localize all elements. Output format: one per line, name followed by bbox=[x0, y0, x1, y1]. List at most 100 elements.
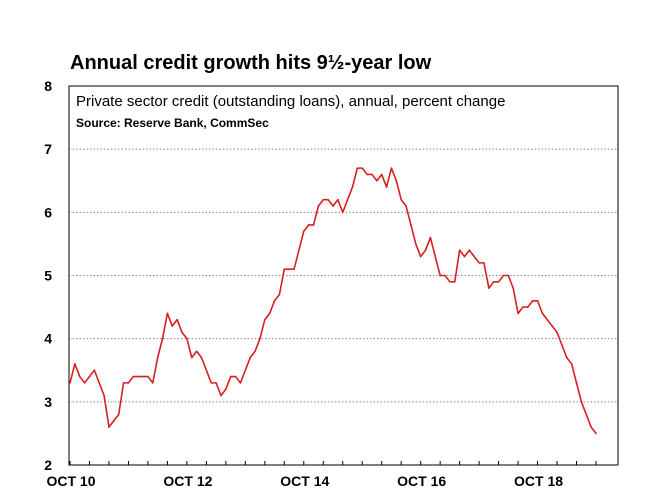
data-point bbox=[249, 356, 252, 359]
plot-area-border bbox=[68, 85, 619, 466]
data-point bbox=[527, 306, 529, 308]
data-point bbox=[517, 312, 519, 315]
data-point bbox=[312, 224, 315, 226]
data-point bbox=[595, 432, 597, 435]
series-line-credit-growth bbox=[69, 167, 597, 434]
data-point bbox=[541, 312, 544, 315]
data-point bbox=[580, 401, 583, 403]
data-point bbox=[259, 337, 261, 340]
data-point bbox=[522, 306, 524, 308]
data-point bbox=[390, 167, 393, 169]
data-point bbox=[429, 236, 432, 239]
y-tick-label: 4 bbox=[44, 331, 52, 347]
data-point bbox=[410, 224, 412, 226]
data-point bbox=[205, 369, 208, 372]
data-point bbox=[337, 198, 339, 201]
data-point bbox=[488, 287, 490, 289]
data-point bbox=[400, 198, 402, 201]
data-point bbox=[507, 274, 510, 277]
data-point bbox=[449, 281, 451, 283]
data-point bbox=[380, 173, 383, 176]
data-point bbox=[234, 375, 237, 378]
data-point bbox=[468, 249, 471, 252]
data-point bbox=[458, 249, 461, 252]
data-point bbox=[103, 394, 105, 397]
x-tick-label: OCT 18 bbox=[514, 473, 563, 489]
data-point bbox=[98, 382, 101, 384]
data-point bbox=[453, 281, 456, 283]
data-point bbox=[268, 312, 271, 315]
data-point bbox=[463, 255, 466, 258]
series-points bbox=[69, 167, 597, 435]
data-point bbox=[132, 375, 135, 378]
data-point bbox=[288, 268, 290, 270]
x-tick-label: OCT 16 bbox=[397, 473, 446, 489]
data-point bbox=[200, 356, 203, 359]
data-point bbox=[585, 413, 588, 416]
data-point bbox=[317, 205, 320, 207]
y-axis-labels: 2 3 4 5 6 7 8 bbox=[44, 78, 52, 473]
x-tick-label: OCT 12 bbox=[163, 473, 212, 489]
gridlines bbox=[69, 148, 618, 403]
x-tick-label: OCT 10 bbox=[46, 473, 95, 489]
data-point bbox=[546, 318, 549, 321]
data-point bbox=[171, 325, 174, 327]
chart-title: Annual credit growth hits 9½-year low bbox=[70, 52, 432, 74]
y-tick-label: 2 bbox=[44, 457, 52, 473]
data-point bbox=[215, 382, 217, 384]
data-point bbox=[590, 426, 592, 428]
data-point bbox=[483, 262, 485, 264]
data-point bbox=[298, 249, 300, 252]
data-point bbox=[83, 382, 86, 384]
data-point bbox=[551, 325, 553, 327]
data-point bbox=[395, 179, 398, 182]
data-point bbox=[117, 413, 120, 416]
data-point bbox=[166, 312, 169, 315]
data-point bbox=[220, 394, 222, 397]
data-point bbox=[113, 419, 115, 422]
data-point bbox=[176, 318, 178, 321]
data-point bbox=[341, 211, 344, 214]
data-point bbox=[332, 205, 334, 207]
data-point bbox=[254, 350, 256, 353]
data-point bbox=[570, 363, 573, 365]
data-point bbox=[346, 198, 349, 201]
data-point bbox=[424, 249, 427, 252]
data-point bbox=[195, 350, 198, 353]
data-point bbox=[283, 268, 286, 270]
data-point bbox=[78, 375, 81, 378]
data-point bbox=[278, 293, 281, 296]
data-point bbox=[405, 205, 407, 207]
data-point bbox=[371, 173, 373, 176]
y-tick-label: 3 bbox=[44, 394, 52, 410]
data-point bbox=[327, 198, 329, 201]
data-point bbox=[229, 375, 232, 378]
data-point bbox=[502, 274, 505, 277]
data-point bbox=[556, 331, 558, 334]
data-point bbox=[322, 198, 325, 201]
data-point bbox=[565, 356, 568, 359]
x-axis-labels: OCT 10 OCT 12 OCT 14 OCT 16 OCT 18 bbox=[46, 473, 563, 489]
data-point bbox=[225, 388, 227, 391]
data-point bbox=[264, 318, 266, 321]
y-tick-label: 6 bbox=[44, 204, 52, 220]
data-point bbox=[293, 268, 295, 270]
chart-source: Source: Reserve Bank, CommSec bbox=[76, 116, 269, 130]
y-tick-label: 5 bbox=[44, 268, 52, 284]
data-point bbox=[74, 363, 76, 365]
data-point bbox=[356, 167, 359, 169]
data-point bbox=[366, 173, 368, 176]
data-point bbox=[186, 337, 188, 340]
data-point bbox=[478, 262, 480, 264]
data-point bbox=[127, 382, 130, 384]
data-point bbox=[512, 287, 515, 289]
data-point bbox=[137, 375, 139, 378]
axis-ticks bbox=[69, 461, 597, 465]
data-point bbox=[434, 255, 437, 258]
data-point bbox=[444, 274, 446, 277]
y-tick-label: 8 bbox=[44, 78, 52, 94]
data-point bbox=[492, 281, 495, 283]
data-point bbox=[122, 382, 125, 384]
data-point bbox=[497, 281, 500, 283]
data-point bbox=[376, 179, 378, 182]
